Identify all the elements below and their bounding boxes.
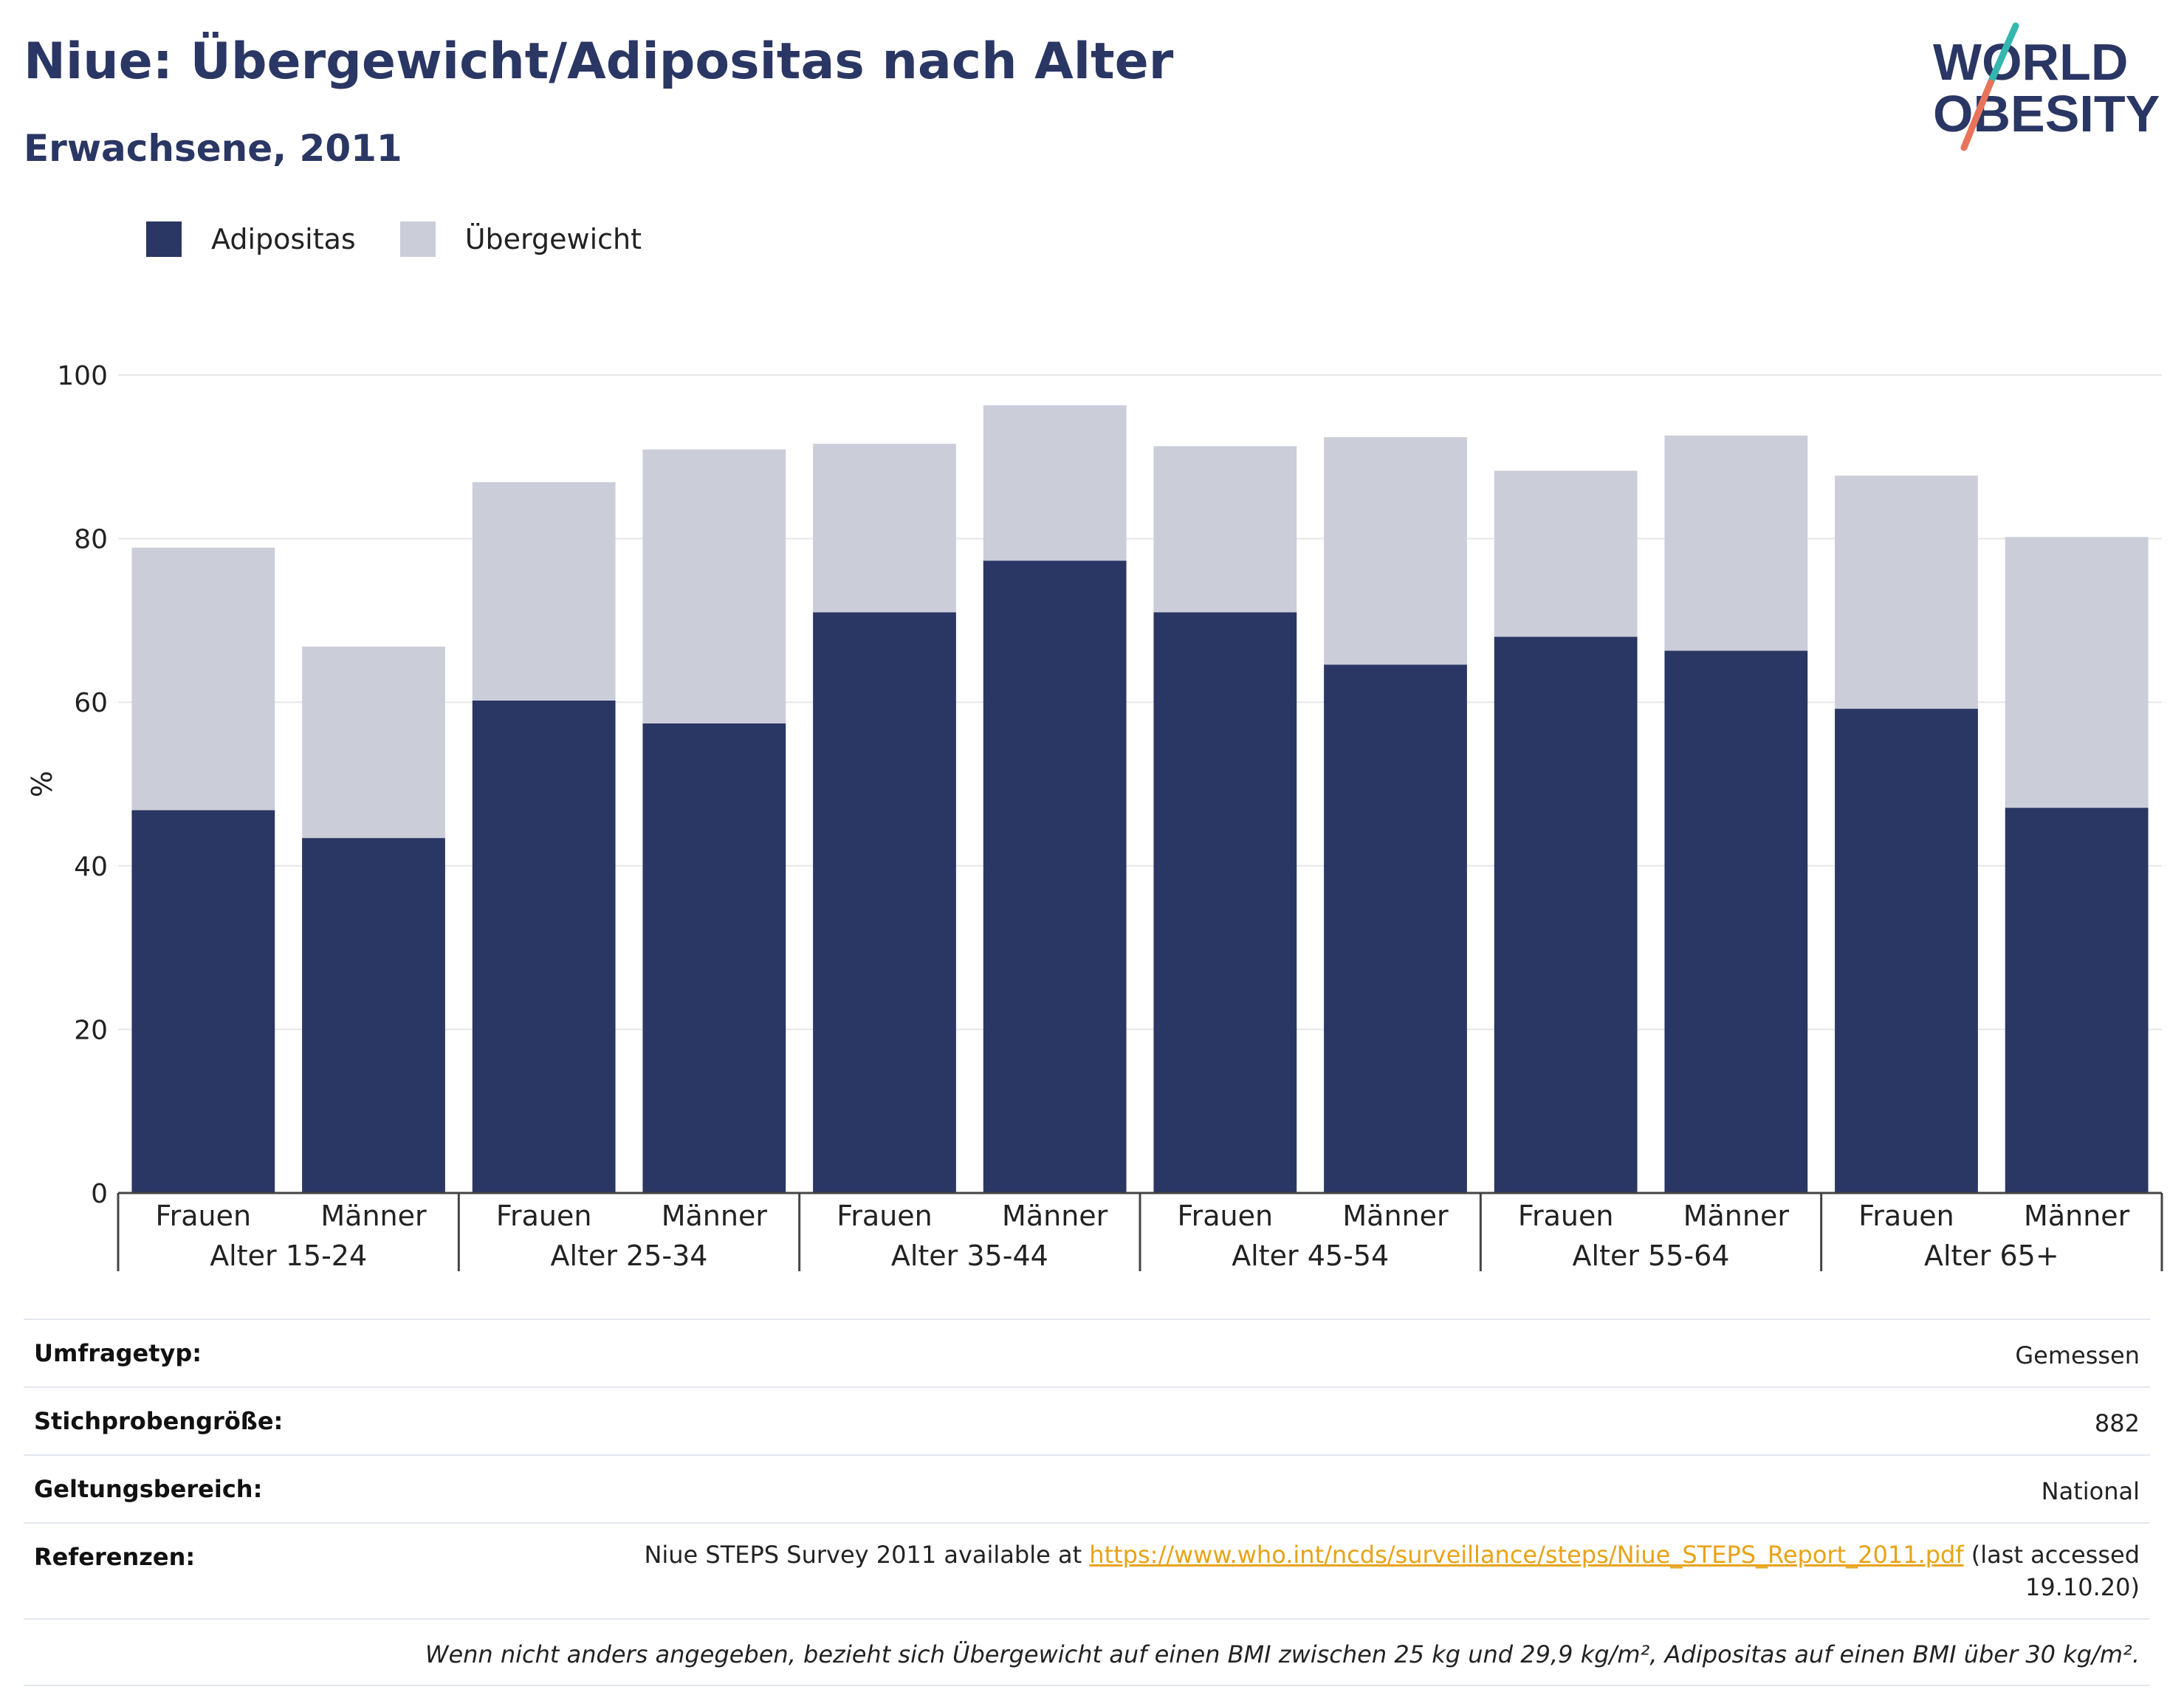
- x-tick-label: Männer: [1002, 1200, 1108, 1232]
- y-tick-label: 100: [57, 361, 108, 391]
- scope-value: National: [2041, 1477, 2140, 1505]
- group-label: Alter 25-34: [551, 1240, 708, 1272]
- y-tick-label: 20: [74, 1015, 108, 1045]
- x-tick-label: Männer: [1683, 1200, 1790, 1232]
- bar-adipositas: [472, 700, 616, 1193]
- bar-adipositas: [2005, 808, 2149, 1193]
- footnote: Wenn nicht anders angegeben, bezieht sic…: [24, 1618, 2150, 1686]
- bar-uebergewicht: [1494, 470, 1638, 637]
- x-tick-label: Frauen: [496, 1200, 592, 1232]
- x-tick-label: Frauen: [1178, 1200, 1274, 1232]
- bar-adipositas: [642, 723, 786, 1193]
- x-tick-label: Frauen: [1518, 1200, 1614, 1232]
- bar-uebergewicht: [1835, 475, 1978, 709]
- sample-size-label: Stichprobengröße:: [34, 1407, 284, 1435]
- references-value: Niue STEPS Survey 2011 available at http…: [626, 1538, 2140, 1603]
- references-label: Referenzen:: [34, 1543, 196, 1571]
- bar-uebergewicht: [1153, 446, 1297, 613]
- info-row-survey-type: Umfragetyp: Gemessen: [24, 1318, 2150, 1386]
- bar-adipositas: [1664, 650, 1808, 1193]
- bar-uebergewicht: [813, 444, 956, 613]
- bar-adipositas: [302, 838, 445, 1193]
- survey-type-value: Gemessen: [2015, 1341, 2140, 1369]
- survey-type-label: Umfragetyp:: [34, 1339, 202, 1367]
- bar-uebergewicht: [302, 646, 445, 839]
- group-label: Alter 15-24: [210, 1240, 367, 1272]
- info-table: Umfragetyp: Gemessen Stichprobengröße: 8…: [24, 1318, 2150, 1686]
- bar-uebergewicht: [1664, 435, 1808, 651]
- bar-adipositas: [1324, 664, 1467, 1193]
- bar-uebergewicht: [642, 449, 786, 724]
- group-label: Alter 65+: [1924, 1240, 2059, 1272]
- bar-uebergewicht: [983, 405, 1127, 561]
- world-obesity-logo: WORLD OBESITY: [1933, 22, 2160, 151]
- chart-title: Niue: Übergewicht/Adipositas nach Alter: [24, 32, 1174, 91]
- info-row-sample-size: Stichprobengröße: 882: [24, 1386, 2150, 1454]
- group-label: Alter 45-54: [1232, 1240, 1389, 1272]
- axes: [117, 1192, 2163, 1271]
- chart-subtitle: Erwachsene, 2011: [24, 127, 402, 170]
- bar-adipositas: [983, 560, 1127, 1193]
- x-tick-label: Frauen: [1858, 1200, 1954, 1232]
- bar-uebergewicht: [1324, 437, 1467, 665]
- legend-label-uebergewicht: Übergewicht: [464, 223, 642, 255]
- info-row-references: Referenzen: Niue STEPS Survey 2011 avail…: [24, 1522, 2150, 1618]
- references-prefix: Niue STEPS Survey 2011 available at: [644, 1541, 1090, 1569]
- bar-uebergewicht: [131, 547, 275, 811]
- references-link[interactable]: https://www.who.int/ncds/surveillance/st…: [1089, 1541, 1964, 1569]
- y-axis-label: %: [26, 771, 58, 797]
- group-label: Alter 55-64: [1573, 1240, 1730, 1272]
- y-tick-label: 0: [91, 1179, 108, 1209]
- legend: Adipositas Übergewicht: [146, 217, 642, 261]
- gridlines: [118, 374, 2162, 1031]
- bar-uebergewicht: [472, 482, 616, 701]
- axis-labels: 0 20 40 60 80 100% Frauen Männer Frauen Männer Fra…: [26, 361, 2130, 1272]
- legend-swatch-adipositas: [146, 221, 182, 257]
- legend-label-adipositas: Adipositas: [211, 223, 356, 255]
- info-row-scope: Geltungsbereich: National: [24, 1454, 2150, 1522]
- x-tick-label: Frauen: [156, 1200, 252, 1232]
- group-label: Alter 35-44: [891, 1240, 1048, 1272]
- bar-adipositas: [1153, 612, 1297, 1193]
- stacked-bar-chart: 0 20 40 60 80 100% Frauen Männer Frauen Männer Fra…: [26, 361, 2163, 1272]
- y-tick-label: 40: [74, 852, 108, 882]
- bar-adipositas: [1494, 636, 1638, 1193]
- y-tick-label: 60: [74, 688, 108, 718]
- scope-label: Geltungsbereich:: [34, 1475, 263, 1503]
- bar-adipositas: [1835, 709, 1978, 1193]
- bar-adipositas: [813, 612, 956, 1193]
- sample-size-value: 882: [2094, 1409, 2140, 1437]
- bars: [131, 405, 2149, 1193]
- x-tick-label: Männer: [2024, 1200, 2130, 1232]
- references-suffix: (last accessed 19.10.20): [1963, 1541, 2140, 1601]
- legend-swatch-uebergewicht: [399, 221, 436, 257]
- x-tick-label: Männer: [662, 1200, 768, 1232]
- x-tick-label: Männer: [320, 1200, 427, 1232]
- logo-line1: WORLD: [1933, 33, 2128, 91]
- bar-adipositas: [131, 810, 275, 1193]
- y-tick-label: 80: [74, 525, 108, 555]
- bar-uebergewicht: [2005, 537, 2149, 808]
- x-tick-label: Männer: [1342, 1200, 1449, 1232]
- x-tick-label: Frauen: [837, 1200, 933, 1232]
